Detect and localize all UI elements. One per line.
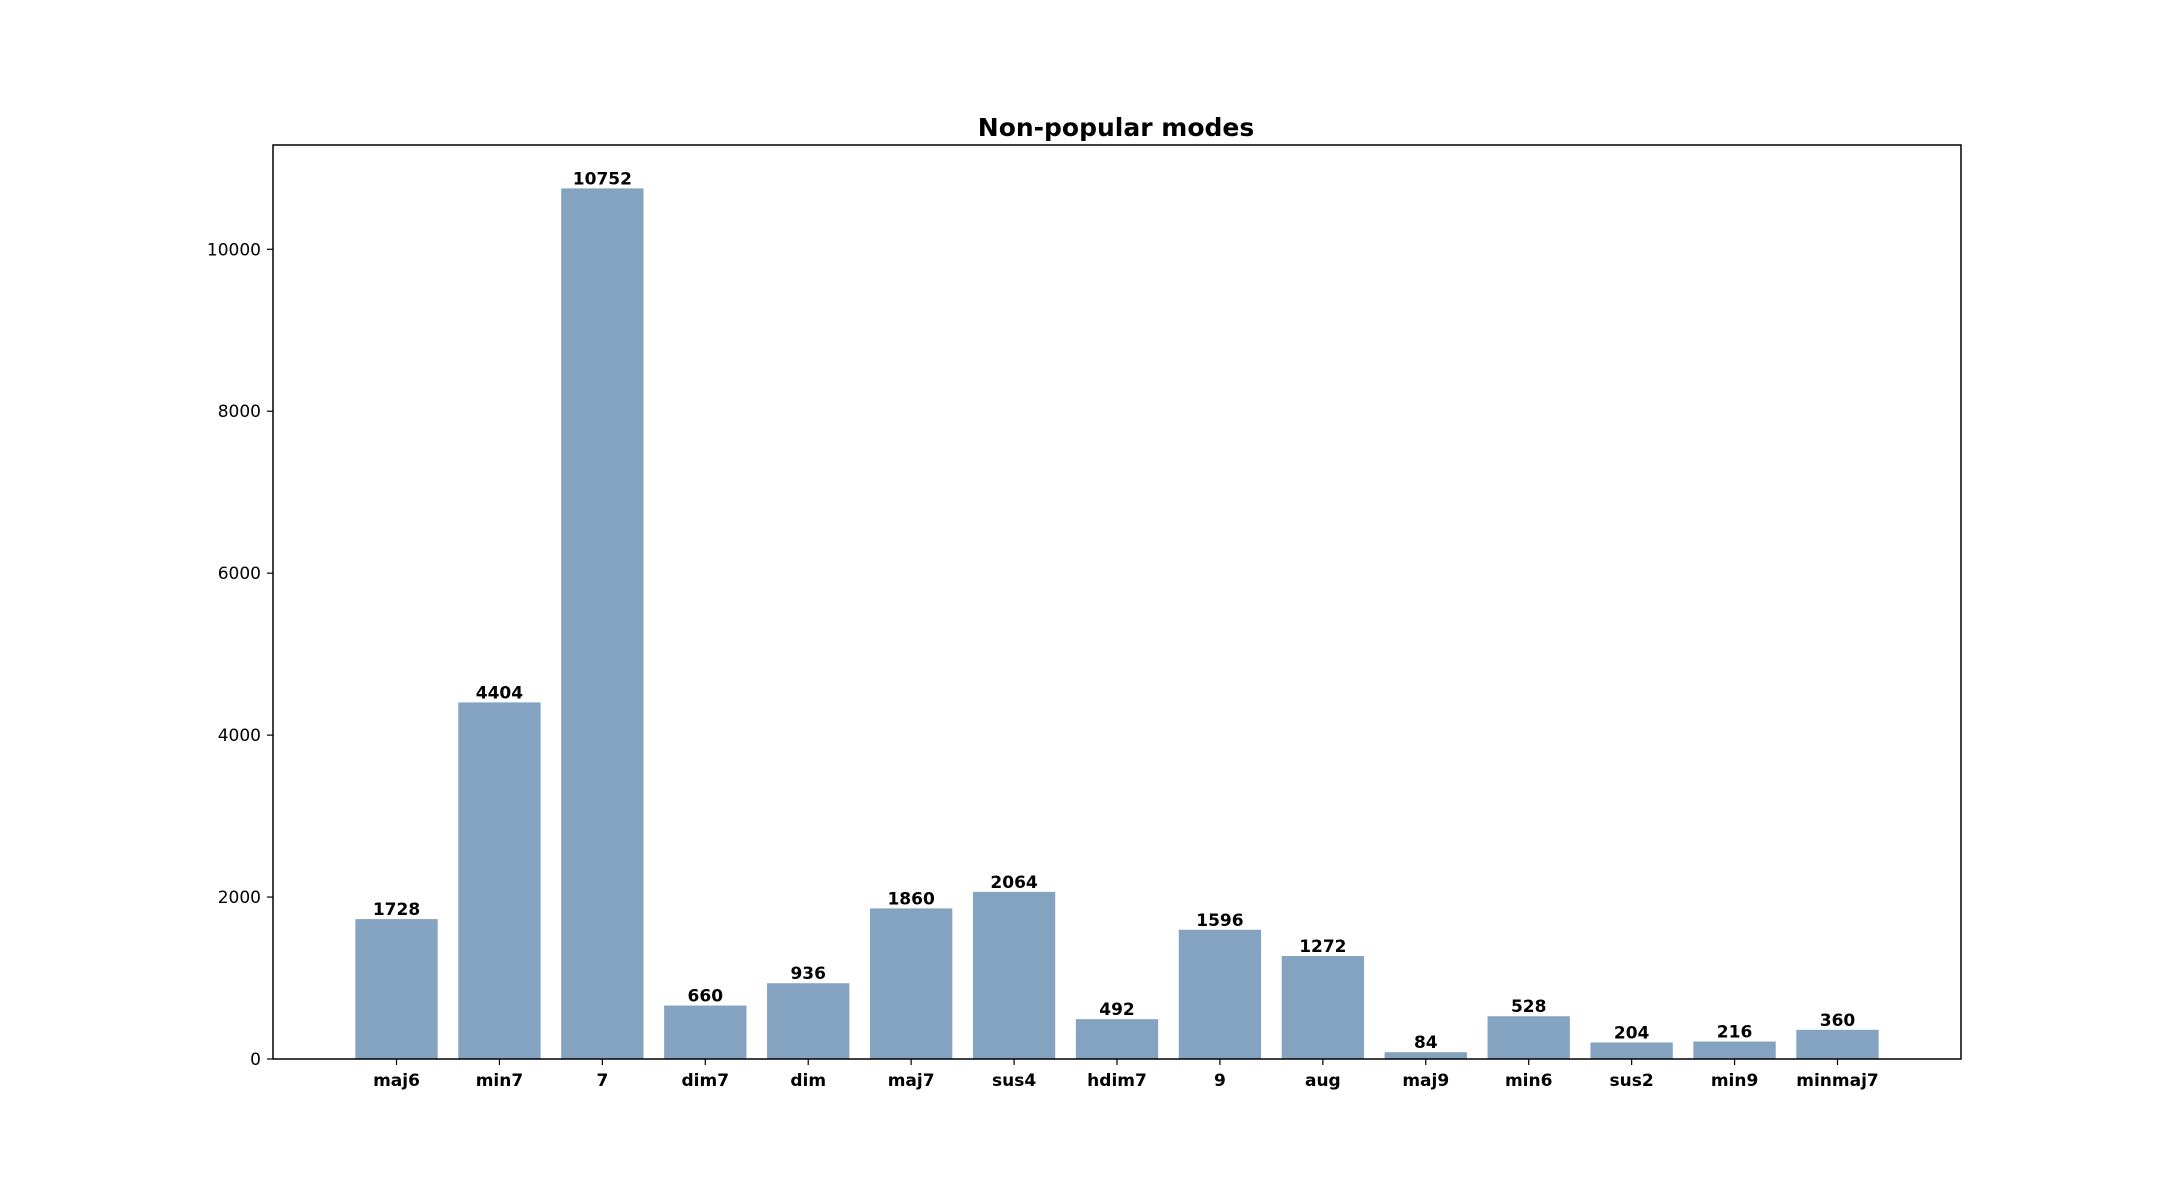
- bars-group: [355, 188, 1879, 1060]
- bar-min9: [1693, 1041, 1776, 1059]
- bar-hdim7: [1075, 1019, 1159, 1059]
- x-tick-label-sus4: sus4: [992, 1071, 1036, 1091]
- value-label-7: 10752: [573, 169, 632, 189]
- x-tick-label-maj6: maj6: [373, 1071, 420, 1091]
- value-label-minmaj7: 360: [1820, 1011, 1856, 1031]
- value-label-sus4: 2064: [990, 873, 1037, 893]
- value-label-dim7: 660: [688, 987, 724, 1007]
- x-tick-label-min6: min6: [1505, 1071, 1552, 1091]
- x-tick-label-aug: aug: [1305, 1071, 1341, 1091]
- value-label-maj7: 1860: [887, 889, 934, 909]
- bar-sus2: [1590, 1042, 1673, 1059]
- chart-title: Non-popular modes: [978, 113, 1254, 142]
- x-tick-label-9: 9: [1214, 1071, 1226, 1091]
- bar-7: [561, 188, 644, 1060]
- x-tick-label-maj7: maj7: [888, 1071, 935, 1091]
- value-label-9: 1596: [1196, 911, 1243, 931]
- bar-dim: [767, 983, 850, 1059]
- value-label-maj6: 1728: [373, 900, 420, 920]
- bar-aug: [1281, 956, 1365, 1059]
- value-label-min9: 216: [1717, 1023, 1753, 1043]
- y-tick-label-8000: 8000: [218, 402, 261, 422]
- bar-minmaj7: [1796, 1029, 1879, 1059]
- x-tick-label-min7: min7: [476, 1071, 523, 1091]
- x-axis: maj6 min7 7 dim7 dim maj7 sus4 hdim7 9 aug maj9 min…: [373, 1059, 1879, 1091]
- x-tick-label-dim: dim: [790, 1071, 826, 1091]
- value-label-aug: 1272: [1299, 937, 1346, 957]
- value-label-sus2: 204: [1614, 1023, 1650, 1043]
- y-axis: 0 2000 4000 6000 8000 10000: [207, 240, 273, 1070]
- bar-min6: [1487, 1016, 1570, 1059]
- y-tick-label-6000: 6000: [218, 564, 261, 584]
- value-labels-group: 1728 4404 10752 660 936 1860 2064 492 1596 1272 84…: [373, 169, 1856, 1053]
- x-tick-label-minmaj7: minmaj7: [1796, 1071, 1879, 1091]
- bar-maj7: [869, 908, 953, 1059]
- value-label-min6: 528: [1511, 997, 1547, 1017]
- bar-maj9: [1384, 1052, 1467, 1059]
- bar-min7: [458, 702, 541, 1059]
- x-tick-label-dim7: dim7: [682, 1071, 730, 1091]
- bar-dim7: [664, 1005, 747, 1059]
- value-label-dim: 936: [790, 964, 826, 984]
- x-tick-label-maj9: maj9: [1402, 1071, 1449, 1091]
- x-tick-label-sus2: sus2: [1610, 1071, 1654, 1091]
- value-label-hdim7: 492: [1099, 1000, 1135, 1020]
- bar-9: [1178, 929, 1262, 1059]
- x-tick-label-min9: min9: [1711, 1071, 1758, 1091]
- value-label-maj9: 84: [1414, 1033, 1438, 1053]
- bar-sus4: [972, 891, 1056, 1059]
- y-tick-label-2000: 2000: [218, 888, 261, 908]
- y-tick-label-10000: 10000: [207, 240, 261, 260]
- value-label-min7: 4404: [476, 683, 523, 703]
- plot-frame: [272, 144, 1962, 1060]
- bar-maj6: [355, 919, 438, 1059]
- y-tick-label-0: 0: [250, 1050, 261, 1070]
- x-tick-label-7: 7: [596, 1071, 608, 1091]
- x-tick-label-hdim7: hdim7: [1087, 1071, 1147, 1091]
- y-tick-label-4000: 4000: [218, 726, 261, 746]
